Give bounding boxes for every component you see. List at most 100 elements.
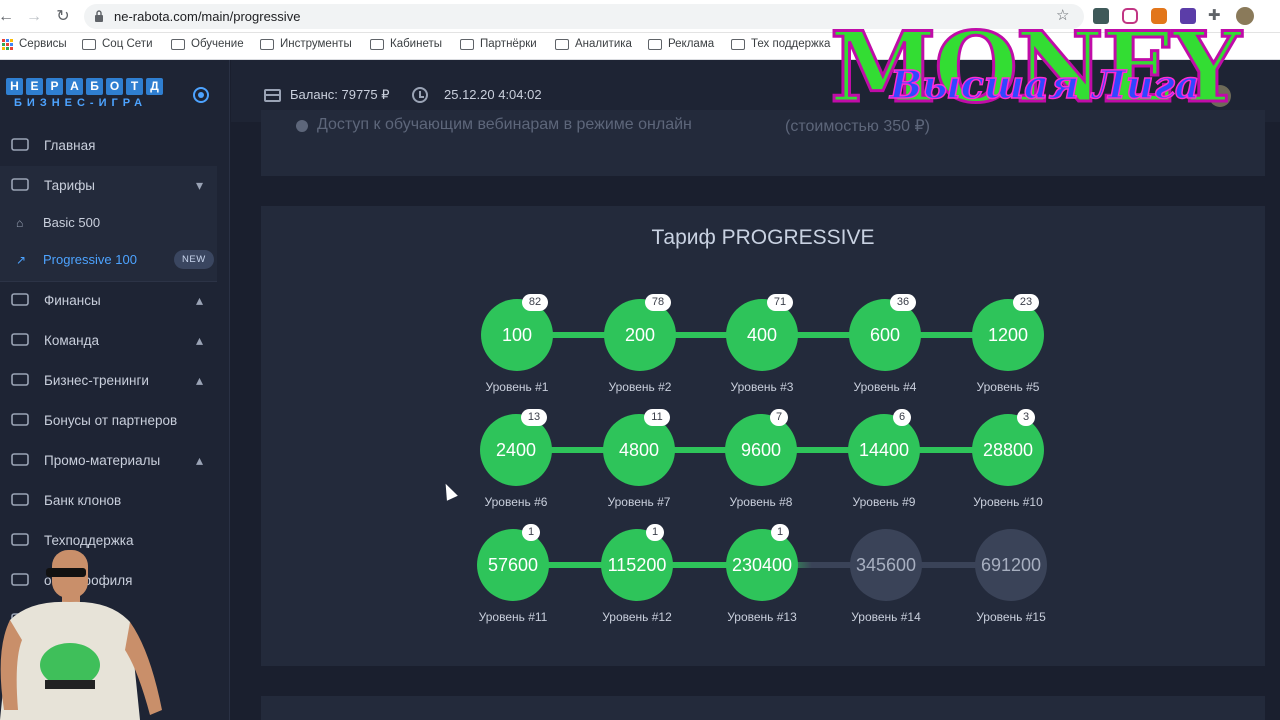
level-circle[interactable]: 9600 — [725, 414, 797, 486]
level-circle[interactable]: 400 — [726, 299, 798, 371]
browser-toolbar: ← → ↻ ne-rabota.com/main/progressive ☆ ✚ — [0, 0, 1280, 33]
sidebar-item-label: Тарифы — [44, 177, 96, 193]
level-circle[interactable]: 57600 — [477, 529, 549, 601]
level-circle[interactable]: 115200 — [601, 529, 673, 601]
lock-icon — [95, 10, 103, 22]
bookmark-folder[interactable]: Реклама — [648, 38, 714, 50]
submenu-item[interactable]: ⌂ Basic 500 — [0, 205, 217, 241]
level-label: Уровень #7 — [607, 495, 671, 509]
address-bar[interactable]: ne-rabota.com/main/progressive — [84, 4, 1084, 29]
bank-icon: ⌂ — [16, 216, 24, 230]
bookmark-folder[interactable]: Тех поддержка — [731, 38, 830, 50]
sidebar-item-label: Бонусы от партнеров — [44, 412, 178, 428]
level-circle[interactable]: 600 — [849, 299, 921, 371]
new-badge: NEW — [174, 250, 214, 269]
money-league-logo: MONEY Высшая Лига — [828, 11, 1270, 130]
chevron-up-icon[interactable]: ▴ — [196, 291, 204, 308]
sidebar-item[interactable]: Промо-материалы ▴ — [0, 440, 230, 480]
level-count-badge: 13 — [521, 409, 547, 426]
instagram-icon[interactable] — [1122, 8, 1138, 24]
level-count-badge: 1 — [771, 524, 789, 541]
bookmark-star-icon[interactable]: ☆ — [1056, 7, 1070, 24]
level-label: Уровень #8 — [729, 495, 793, 509]
feature-text: Доступ к обучающим вебинарам в режиме он… — [317, 116, 692, 133]
sidebar-item-label: Техподдержка — [44, 532, 134, 548]
sidebar-item-label: Финансы — [44, 292, 101, 308]
logo-letter: Т — [126, 78, 143, 95]
sidebar-item[interactable]: Финансы ▴ — [0, 280, 230, 320]
sidebar-item[interactable]: Техподдержка — [0, 520, 230, 560]
bookmark-label: Инструменты — [280, 38, 352, 50]
sidebar-item[interactable]: Тарифы ▾ — [0, 165, 230, 205]
extension-icon[interactable] — [1180, 8, 1196, 24]
level-label: Уровень #4 — [853, 380, 917, 394]
profile-avatar[interactable] — [1236, 7, 1254, 25]
puzzle-icon[interactable]: ✚ — [1208, 7, 1221, 24]
level-count-badge: 1 — [646, 524, 664, 541]
team-icon — [10, 330, 30, 350]
target-icon[interactable] — [193, 87, 209, 103]
level-circle[interactable]: 345600 — [850, 529, 922, 601]
bookmark-folder[interactable]: Инструменты — [260, 38, 352, 50]
level-connector — [885, 332, 1008, 338]
logo-letter: Б — [86, 78, 103, 95]
metamask-icon[interactable] — [1151, 8, 1167, 24]
submenu-item[interactable]: ↗ Progressive 100 NEW — [0, 242, 217, 278]
chevron-up-icon[interactable]: ▴ — [196, 331, 204, 348]
level-count-badge: 3 — [1017, 409, 1035, 426]
check-icon — [296, 120, 308, 132]
level-circle[interactable]: 691200 — [975, 529, 1047, 601]
level-label: Уровень #1 — [485, 380, 549, 394]
level-count-badge: 36 — [890, 294, 916, 311]
extension-icon[interactable] — [1093, 8, 1109, 24]
lightning-icon — [10, 450, 30, 470]
sidebar-item[interactable]: Банк клонов — [0, 480, 230, 520]
sidebar-item[interactable]: Бонусы от партнеров — [0, 400, 230, 440]
level-label: Уровень #3 — [730, 380, 794, 394]
folder-icon — [82, 38, 96, 50]
sidebar-item-label: Бизнес-тренинги — [44, 372, 149, 388]
level-count-badge: 82 — [522, 294, 548, 311]
trend-icon: ↗ — [16, 253, 27, 267]
back-icon[interactable]: ← — [0, 8, 14, 25]
level-label: Уровень #14 — [851, 610, 921, 624]
sidebar-item[interactable]: Команда ▴ — [0, 320, 230, 360]
level-connector — [516, 447, 639, 453]
bookmark-folder[interactable]: Соц Сети — [82, 38, 153, 50]
logo-letter: Р — [46, 78, 63, 95]
info-card — [261, 110, 1265, 176]
bookmark-services[interactable]: Сервисы — [2, 38, 67, 50]
level-circle[interactable]: 100 — [481, 299, 553, 371]
level-label: Уровень #13 — [727, 610, 797, 624]
balance-text: Баланс: 79775 ₽ — [290, 87, 390, 102]
level-circle[interactable]: 28800 — [972, 414, 1044, 486]
forward-icon[interactable]: → — [26, 8, 42, 25]
level-circle[interactable]: 4800 — [603, 414, 675, 486]
support-icon — [10, 530, 30, 550]
chevron-up-icon[interactable]: ▴ — [196, 371, 204, 388]
sidebar-item[interactable]: Главная — [0, 125, 230, 165]
level-circle[interactable]: 200 — [604, 299, 676, 371]
site-logo[interactable]: Н Е Р А Б О Т Д БИЗНЕС-ИГРА — [6, 78, 163, 109]
chevron-up-icon[interactable]: ▴ — [196, 451, 204, 468]
logo-big-text: MONEY — [828, 11, 1242, 124]
bookmark-folder[interactable]: Партнёрки — [460, 38, 537, 50]
card-icon — [264, 89, 281, 102]
chevron-down-icon[interactable]: ▾ — [196, 176, 204, 193]
level-circle[interactable]: 230400 — [726, 529, 798, 601]
level-circle[interactable]: 14400 — [848, 414, 920, 486]
bookmark-folder[interactable]: Аналитика — [555, 38, 632, 50]
folder-icon — [171, 38, 185, 50]
level-circle[interactable]: 2400 — [480, 414, 552, 486]
level-count-badge: 71 — [767, 294, 793, 311]
sidebar-item[interactable]: Бизнес-тренинги ▴ — [0, 360, 230, 400]
level-connector — [517, 332, 640, 338]
reload-icon[interactable]: ↻ — [56, 8, 70, 25]
level-connector — [762, 332, 885, 338]
level-connector — [637, 562, 762, 568]
level-circle[interactable]: 1200 — [972, 299, 1044, 371]
level-connector — [639, 447, 761, 453]
user-avatar[interactable] — [1209, 85, 1231, 107]
bookmark-folder[interactable]: Обучение — [171, 38, 244, 50]
bookmark-folder[interactable]: Кабинеты — [370, 38, 442, 50]
